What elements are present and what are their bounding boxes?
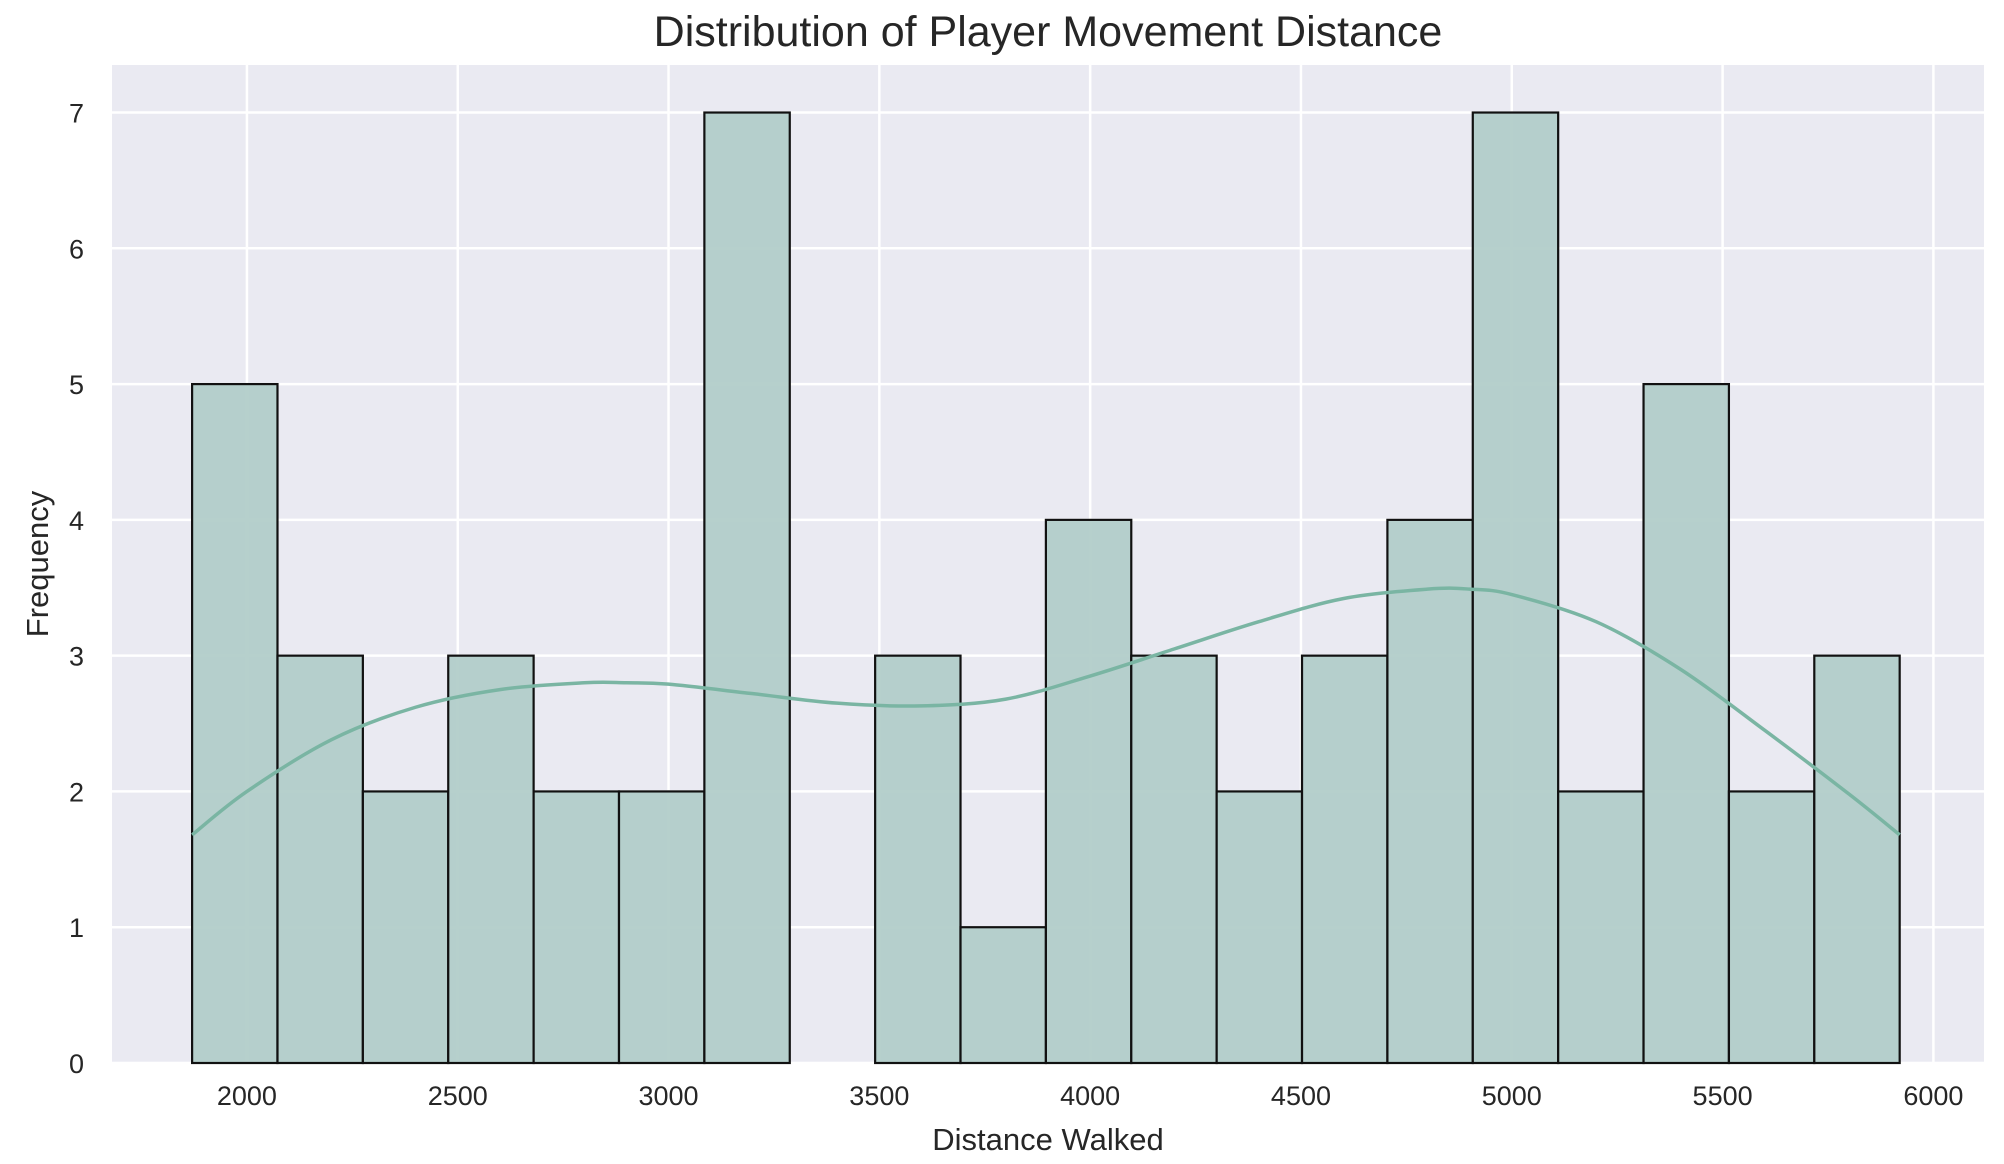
histogram-bar — [532, 790, 621, 1065]
y-axis-label: Frequency — [20, 490, 55, 637]
y-tick-label: 6 — [69, 234, 84, 264]
x-tick-label: 2500 — [428, 1081, 488, 1111]
histogram-bar — [703, 111, 791, 1065]
x-tick-label: 4500 — [1271, 1081, 1331, 1111]
histogram-bar — [1130, 654, 1218, 1065]
chart-title: Distribution of Player Movement Distance — [654, 8, 1443, 56]
y-tick-label: 0 — [69, 1049, 84, 1079]
x-axis-label: Distance Walked — [932, 1122, 1163, 1157]
histogram-bar — [874, 654, 962, 1065]
x-tick-label: 5000 — [1482, 1081, 1542, 1111]
tick-labels: 2000 2500 3000 3500 4000 4500 5000 5500 6000 0 1 2 3… — [69, 99, 1963, 1111]
histogram-bar — [1557, 790, 1645, 1065]
kde-curve — [191, 586, 1901, 837]
x-tick-label: 6000 — [1903, 1081, 1963, 1111]
histogram-bar — [191, 382, 279, 1065]
histogram-bar — [1300, 654, 1389, 1065]
y-tick-label: 7 — [69, 99, 84, 129]
y-tick-label: 5 — [69, 370, 84, 400]
histogram-bar — [617, 790, 706, 1065]
histogram-bars — [191, 111, 1901, 1065]
y-tick-label: 1 — [69, 913, 84, 943]
y-tick-label: 4 — [69, 506, 84, 536]
histogram-bar — [1386, 518, 1474, 1065]
histogram-bar — [1813, 654, 1901, 1065]
histogram-bar — [1471, 111, 1560, 1065]
x-tick-label: 5500 — [1693, 1081, 1753, 1111]
histogram-bar — [447, 654, 535, 1065]
histogram-bar — [276, 654, 364, 1065]
histogram-bar — [1044, 518, 1133, 1065]
histogram-bar — [1642, 382, 1731, 1065]
x-tick-label: 2000 — [217, 1081, 277, 1111]
histogram-bar — [959, 926, 1047, 1065]
histogram-bar — [1215, 790, 1304, 1065]
histogram-bar — [1727, 790, 1816, 1065]
x-tick-label: 3000 — [639, 1081, 699, 1111]
x-tick-label: 3500 — [849, 1081, 909, 1111]
y-tick-label: 2 — [69, 777, 84, 807]
y-tick-label: 3 — [69, 642, 84, 672]
kde-curve-layer — [191, 586, 1901, 837]
histogram-bar — [361, 790, 450, 1065]
x-tick-label: 4000 — [1060, 1081, 1120, 1111]
